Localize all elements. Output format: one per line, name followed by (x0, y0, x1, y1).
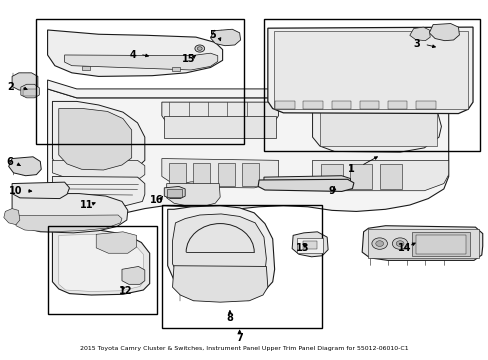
Bar (368, 229, 478, 258)
Bar (164, 116, 276, 138)
Bar (411, 232, 468, 256)
Bar (23, 89, 36, 96)
Polygon shape (164, 186, 185, 199)
Text: 10: 10 (9, 186, 22, 196)
Bar (217, 163, 234, 186)
Polygon shape (52, 176, 144, 208)
Bar (47, 226, 157, 314)
Text: 6: 6 (7, 157, 14, 167)
Polygon shape (59, 109, 131, 170)
Text: 7: 7 (236, 333, 243, 343)
Bar (36, 19, 244, 144)
Polygon shape (428, 23, 458, 41)
Polygon shape (258, 179, 353, 192)
Bar (350, 164, 372, 189)
Bar (162, 205, 322, 328)
Bar (264, 19, 479, 152)
Bar (415, 235, 465, 254)
Circle shape (391, 238, 407, 249)
Bar (359, 101, 378, 109)
Polygon shape (21, 84, 39, 98)
Circle shape (375, 241, 383, 247)
Text: 1: 1 (347, 164, 354, 174)
Text: 2015 Toyota Camry Cluster & Switches, Instrument Panel Upper Trim Panel Diagram : 2015 Toyota Camry Cluster & Switches, In… (80, 346, 408, 351)
Bar (319, 104, 436, 146)
Text: 2: 2 (7, 82, 14, 92)
Bar (193, 163, 210, 186)
Bar (303, 101, 322, 109)
Polygon shape (162, 102, 278, 127)
Text: 9: 9 (328, 186, 335, 197)
Polygon shape (172, 266, 267, 302)
Polygon shape (122, 266, 144, 284)
Text: 12: 12 (119, 287, 132, 296)
Polygon shape (267, 27, 472, 113)
Polygon shape (162, 158, 278, 188)
Polygon shape (210, 29, 240, 46)
Bar (387, 101, 407, 109)
Polygon shape (264, 176, 350, 187)
Polygon shape (362, 226, 482, 260)
Bar (296, 238, 323, 253)
Polygon shape (312, 101, 441, 152)
Polygon shape (409, 27, 429, 41)
Polygon shape (52, 160, 144, 178)
Text: 13: 13 (296, 243, 309, 253)
Text: 8: 8 (226, 312, 233, 323)
Polygon shape (12, 194, 127, 233)
Bar (302, 242, 317, 249)
Polygon shape (47, 80, 448, 98)
Bar (273, 31, 467, 109)
Circle shape (395, 241, 403, 247)
Text: 15: 15 (182, 54, 195, 64)
Bar (415, 101, 435, 109)
Text: 16: 16 (150, 195, 163, 204)
Text: 3: 3 (413, 39, 420, 49)
Polygon shape (312, 160, 448, 191)
Circle shape (197, 47, 202, 50)
Polygon shape (52, 102, 144, 178)
Circle shape (371, 238, 386, 249)
Bar (321, 164, 343, 189)
Polygon shape (9, 157, 41, 176)
Bar (169, 163, 186, 186)
Text: 5: 5 (209, 30, 216, 40)
Polygon shape (52, 229, 149, 295)
Polygon shape (4, 208, 20, 225)
Polygon shape (47, 89, 448, 217)
Bar (81, 66, 90, 70)
Polygon shape (12, 73, 38, 91)
Polygon shape (166, 184, 220, 206)
Bar (379, 164, 401, 189)
Polygon shape (291, 232, 327, 257)
Text: 4: 4 (129, 50, 136, 60)
Polygon shape (59, 234, 143, 292)
Polygon shape (167, 206, 274, 298)
Bar (166, 189, 182, 197)
Bar (171, 67, 180, 71)
Text: 14: 14 (397, 243, 411, 253)
Polygon shape (64, 53, 217, 70)
Bar (331, 101, 350, 109)
Circle shape (195, 45, 204, 52)
Polygon shape (12, 182, 69, 199)
Text: 11: 11 (80, 200, 93, 210)
Bar (242, 163, 259, 186)
Polygon shape (47, 30, 222, 76)
Polygon shape (96, 232, 136, 253)
Bar (275, 101, 294, 109)
Polygon shape (172, 214, 266, 289)
Polygon shape (16, 215, 122, 232)
